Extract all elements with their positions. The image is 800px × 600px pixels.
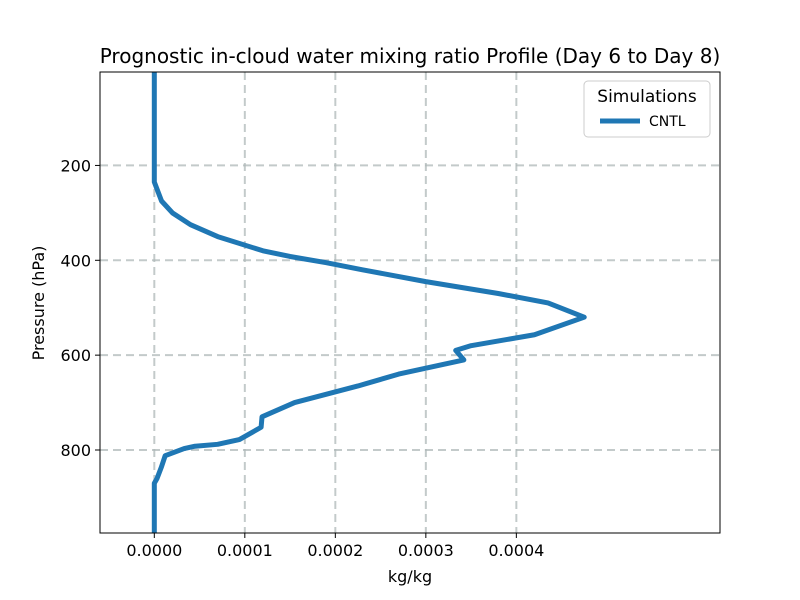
x-tick-label: 0.0004	[488, 541, 544, 560]
series-layer	[151, 72, 587, 533]
x-tick-label: 0.0000	[126, 541, 182, 560]
chart-title: Prognostic in-cloud water mixing ratio P…	[100, 44, 721, 68]
x-axis-ticks: 0.0000 0.0001 0.0002 0.0003 0.0004	[126, 533, 544, 560]
x-tick-label: 0.0001	[217, 541, 273, 560]
x-tick-label: 0.0003	[398, 541, 454, 560]
y-tick-label: 400	[60, 251, 91, 270]
grid	[100, 72, 720, 533]
legend-title: Simulations	[597, 87, 697, 107]
y-tick-label: 600	[60, 346, 91, 365]
legend-label-cntl: CNTL	[649, 114, 686, 130]
legend: Simulations CNTL	[583, 80, 711, 138]
y-axis-ticks: 200 400 600 800	[60, 156, 100, 460]
y-tick-label: 800	[60, 441, 91, 460]
x-axis-title: kg/kg	[388, 567, 432, 586]
y-axis-title: Pressure (hPa)	[29, 246, 48, 361]
series-line-cntl	[151, 72, 587, 533]
x-tick-label: 0.0002	[307, 541, 363, 560]
plot-frame	[99, 71, 721, 534]
y-tick-label: 200	[60, 156, 91, 175]
